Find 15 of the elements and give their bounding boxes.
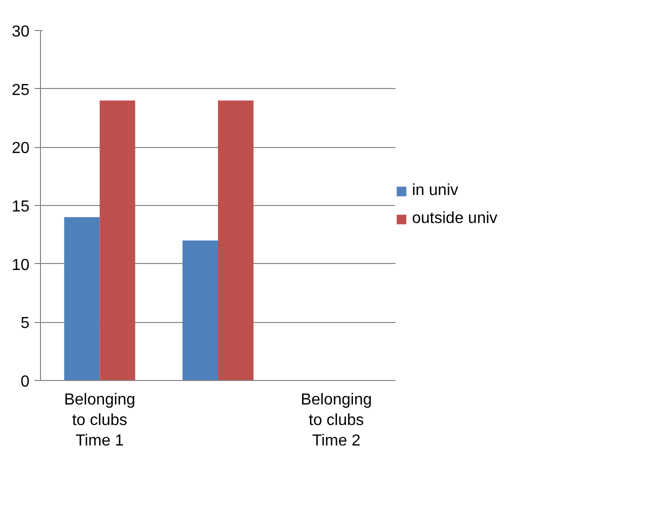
y-tick-label: 25 (12, 82, 30, 99)
y-tick-label: 0 (20, 374, 30, 390)
x-tick-label: Belonging to clubs Time 2 (300, 392, 372, 450)
bar (218, 100, 254, 380)
y-tick-label: 15 (12, 198, 30, 216)
y-tick-label: 5 (20, 315, 30, 332)
legend-label: outside univ (412, 210, 498, 228)
legend-label: in univ (412, 182, 458, 200)
y-tick-label: 20 (12, 140, 30, 158)
x-tick-label: Belonging to clubs Time 1 (64, 392, 136, 450)
y-tick-label: 10 (12, 256, 30, 274)
bar (182, 240, 218, 380)
bar (100, 100, 136, 380)
y-tick-label: 30 (12, 24, 30, 40)
bar (64, 217, 100, 380)
